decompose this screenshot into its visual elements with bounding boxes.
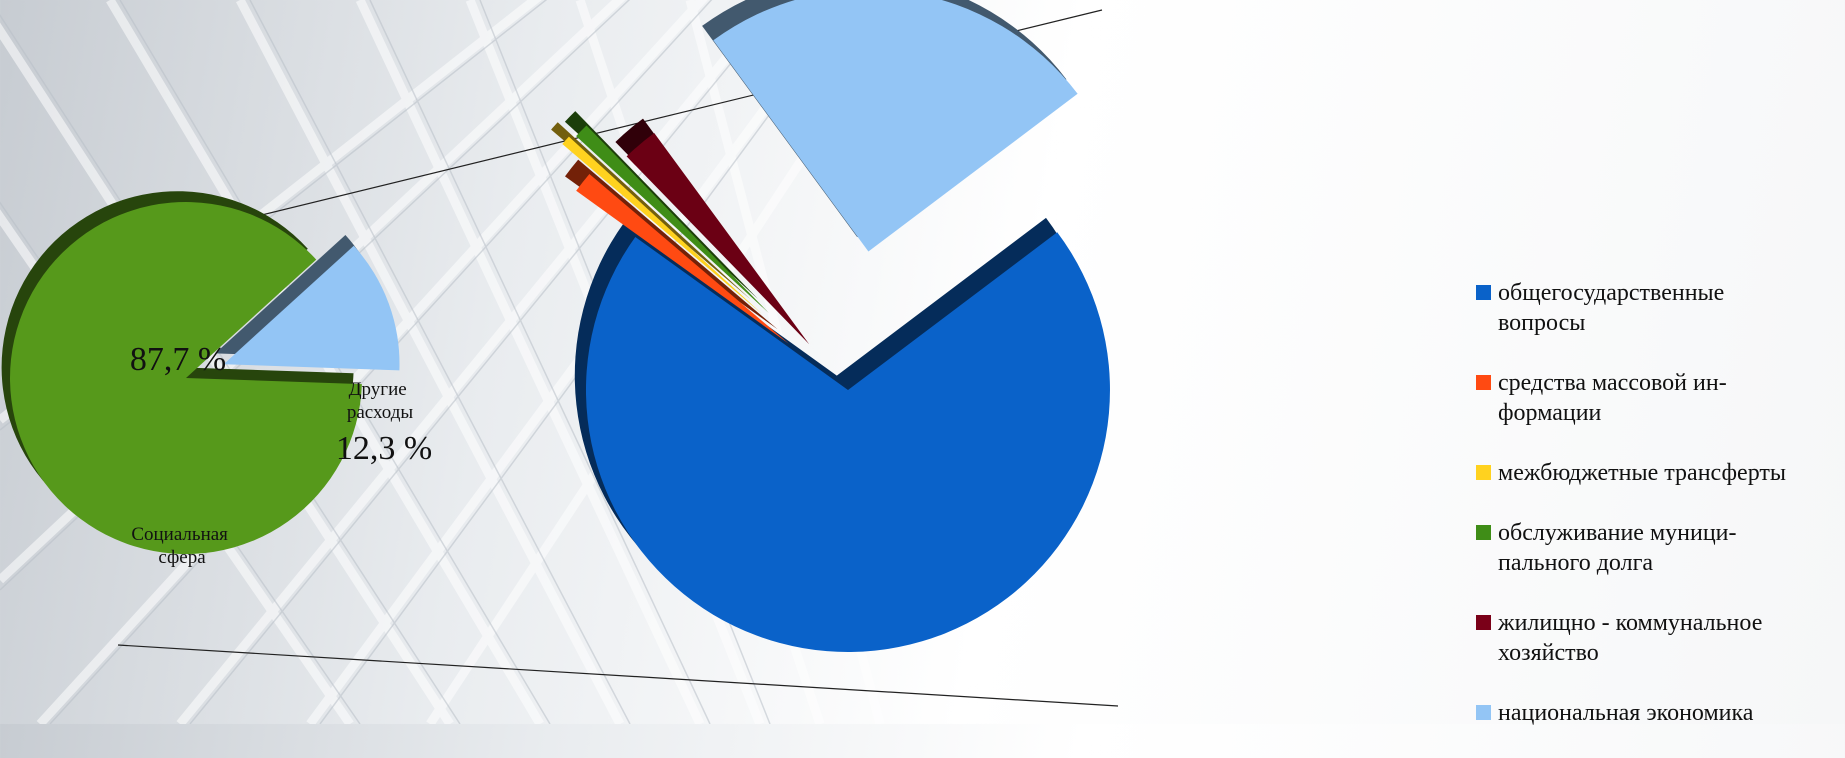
legend-label-national-economy: национальная экономика bbox=[1498, 700, 1754, 726]
big-slice-value-label: 87,7 % bbox=[130, 341, 226, 378]
legend-item-municipal-debt: обслуживание муници- пального долга bbox=[1476, 518, 1836, 578]
right-pie bbox=[551, 0, 1110, 653]
legend-item-general-government: общегосударственные вопросы bbox=[1476, 278, 1836, 338]
legend-swatch-mass-media bbox=[1476, 375, 1491, 390]
legend-label-interbudget-transfers: межбюджетные трансферты bbox=[1498, 460, 1786, 486]
small-slice-name-label: Другие расходы bbox=[347, 379, 414, 423]
right-pie-slice-0 bbox=[585, 232, 1110, 653]
legend-swatch-general-government bbox=[1476, 285, 1491, 300]
legend-item-interbudget-transfers: межбюджетные трансферты bbox=[1476, 458, 1836, 488]
left-pie-slice-0 bbox=[10, 202, 362, 555]
right-pie-slice-1 bbox=[576, 174, 789, 344]
legend-swatch-national-economy bbox=[1476, 705, 1491, 720]
left-pie-labels: 87,7 % Социальная сфера Другие расходы 1… bbox=[130, 341, 432, 568]
legend-item-national-economy: национальная экономика bbox=[1476, 698, 1836, 728]
right-pie-slice-5 bbox=[713, 0, 1078, 252]
left-pie-slice-1 bbox=[223, 245, 400, 371]
legend: общегосударственные вопросы средства мас… bbox=[1476, 278, 1836, 758]
right-pie-slice-4 bbox=[626, 133, 810, 345]
small-slice-name-line-2: расходы bbox=[347, 402, 414, 423]
right-pie-slice-2 bbox=[562, 136, 762, 314]
left-pie bbox=[1, 191, 400, 555]
big-slice-name-line-1: Социальная bbox=[131, 524, 228, 545]
legend-label-housing-utilities: жилищно - коммунальное хозяйство bbox=[1498, 610, 1763, 666]
legend-swatch-municipal-debt bbox=[1476, 525, 1491, 540]
legend-swatch-housing-utilities bbox=[1476, 615, 1491, 630]
legend-swatch-interbudget-transfers bbox=[1476, 465, 1491, 480]
big-slice-name-line-2: сфера bbox=[158, 547, 206, 568]
legend-label-mass-media: средства массовой ин- формации bbox=[1498, 370, 1727, 426]
legend-label-municipal-debt: обслуживание муници- пального долга bbox=[1498, 520, 1737, 576]
small-slice-name-line-1: Другие bbox=[349, 379, 407, 400]
right-pie-slice-3 bbox=[576, 125, 770, 314]
small-slice-value-label: 12,3 % bbox=[336, 430, 432, 467]
legend-label-general-government: общегосударственные вопросы bbox=[1498, 280, 1725, 336]
legend-item-housing-utilities: жилищно - коммунальное хозяйство bbox=[1476, 608, 1836, 668]
legend-item-mass-media: средства массовой ин- формации bbox=[1476, 368, 1836, 428]
connector-line-bottom bbox=[117, 644, 1119, 707]
budget-pie-charts: 87,7 % Социальная сфера Другие расходы 1… bbox=[1, 0, 1119, 707]
big-slice-name-label: Социальная сфера bbox=[131, 524, 232, 568]
